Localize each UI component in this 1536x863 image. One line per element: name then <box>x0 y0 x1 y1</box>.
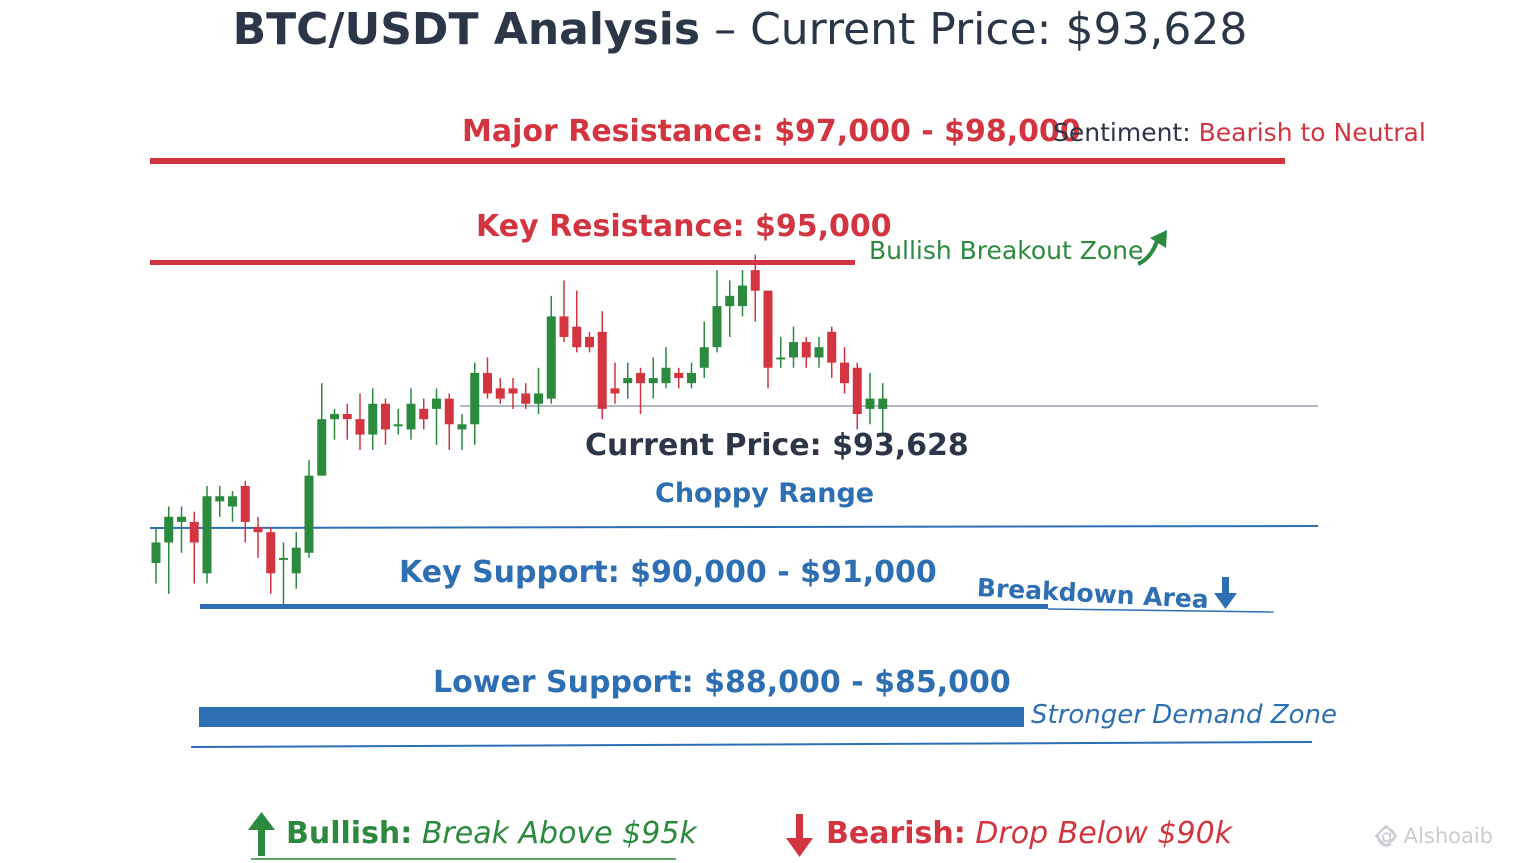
candle-body <box>508 388 518 394</box>
candles-group <box>151 254 888 605</box>
candle-body <box>852 367 862 415</box>
candle-body <box>674 372 684 379</box>
key-resistance-label: Key Resistance: $95,000 <box>476 209 892 244</box>
candle-body <box>687 372 696 384</box>
candle-body <box>878 398 888 409</box>
candle-body <box>151 542 161 564</box>
candle-body <box>304 475 314 553</box>
breakdown-underline <box>1047 608 1275 613</box>
candle-body <box>164 516 174 543</box>
candle-body <box>368 403 378 435</box>
candle-body <box>266 532 276 574</box>
candle-body <box>546 316 556 399</box>
candle-body <box>189 521 199 543</box>
candle-body <box>827 331 837 363</box>
major-resistance-line <box>150 158 1285 164</box>
candle-body <box>725 295 735 307</box>
bearish-scenario: Bearish: Drop Below $90k <box>826 816 1232 851</box>
candle-body <box>750 270 760 291</box>
candle-body <box>253 527 263 533</box>
bearish-scenario-text: Drop Below $90k <box>975 816 1233 851</box>
candle-body <box>648 378 658 384</box>
bullish-scenario: Bullish: Break Above $95k <box>286 816 697 851</box>
candle-body <box>534 393 543 404</box>
candle-body <box>330 414 339 420</box>
candle-body <box>381 403 390 430</box>
candle-body <box>419 408 429 420</box>
bullish-breakout-label: Bullish Breakout Zone <box>869 236 1144 265</box>
candle-body <box>789 342 798 358</box>
candle-body <box>712 306 722 348</box>
demand-zone-label: Stronger Demand Zone <box>1031 700 1337 730</box>
candle-body <box>393 424 403 427</box>
breakdown-arrow-icon <box>1214 593 1237 609</box>
candle-body <box>444 398 454 425</box>
candle-body <box>865 398 875 409</box>
candle-body <box>763 290 773 368</box>
bearish-scenario-label: Bearish: <box>826 816 966 851</box>
demand-underline <box>190 741 1313 748</box>
sentiment: Sentiment: Bearish to Neutral <box>1053 118 1426 147</box>
choppy-range-line <box>149 525 1319 529</box>
title-separator: – <box>700 4 751 55</box>
candle-body <box>406 403 416 430</box>
sentiment-label: Sentiment: <box>1053 118 1199 147</box>
candle-body <box>317 419 327 476</box>
bearish-arrow-icon <box>786 838 813 857</box>
candle-body <box>521 393 531 404</box>
candle-body <box>738 285 747 307</box>
candle-body <box>457 424 467 430</box>
candle-body <box>483 372 492 394</box>
candle-body <box>240 485 250 522</box>
bullish-scenario-text: Break Above $95k <box>421 816 697 851</box>
candle-body <box>840 362 849 384</box>
choppy-range-label: Choppy Range <box>655 478 875 509</box>
candle-body <box>495 388 505 399</box>
major-resistance-label: Major Resistance: $97,000 - $98,000 <box>462 114 1081 149</box>
candle-body <box>228 496 237 507</box>
candle-body <box>291 547 301 574</box>
candle-body <box>801 342 811 358</box>
candle-body <box>636 372 645 384</box>
bullish-scenario-label: Bullish: <box>286 816 413 851</box>
title-main: BTC/USDT Analysis <box>232 4 701 55</box>
candle-body <box>202 496 212 574</box>
candle-body <box>585 336 594 348</box>
candle-body <box>572 326 582 348</box>
candle-body <box>597 331 607 409</box>
watermark-logo-icon <box>1374 824 1398 848</box>
candle-body <box>279 557 288 560</box>
lower-support-label: Lower Support: $88,000 - $85,000 <box>433 665 1011 700</box>
bullish-arrow-shaft-icon <box>258 828 265 856</box>
breakdown-arrow-shaft-icon <box>1222 577 1229 594</box>
candle-body <box>470 372 480 425</box>
watermark: @ Alshoaib <box>1376 824 1494 848</box>
bullish-arrow-icon <box>248 812 275 830</box>
key-support-label: Key Support: $90,000 - $91,000 <box>399 555 937 590</box>
page-title: BTC/USDT Analysis – Current Price: $93,6… <box>0 4 1480 55</box>
candle-body <box>814 347 824 358</box>
breakout-arrowhead-icon <box>1150 230 1167 248</box>
candle-body <box>177 516 186 522</box>
candle-body <box>776 357 786 360</box>
candle-body <box>355 419 365 435</box>
candle-body <box>432 398 441 409</box>
sentiment-value: Bearish to Neutral <box>1198 118 1426 147</box>
candle-body <box>342 414 352 420</box>
key-support-line <box>200 604 1048 609</box>
candle-body <box>215 496 225 502</box>
candle-body <box>623 378 633 384</box>
current-price-label: Current Price: $93,628 <box>585 428 969 463</box>
bearish-arrow-shaft-icon <box>796 814 803 840</box>
title-sub: Current Price: $93,628 <box>750 4 1248 55</box>
key-resistance-line <box>150 260 855 265</box>
candle-body <box>661 367 671 384</box>
candle-body <box>699 347 709 368</box>
candle-body <box>610 388 620 394</box>
lower-support-band <box>199 707 1024 727</box>
candle-body <box>559 316 569 337</box>
